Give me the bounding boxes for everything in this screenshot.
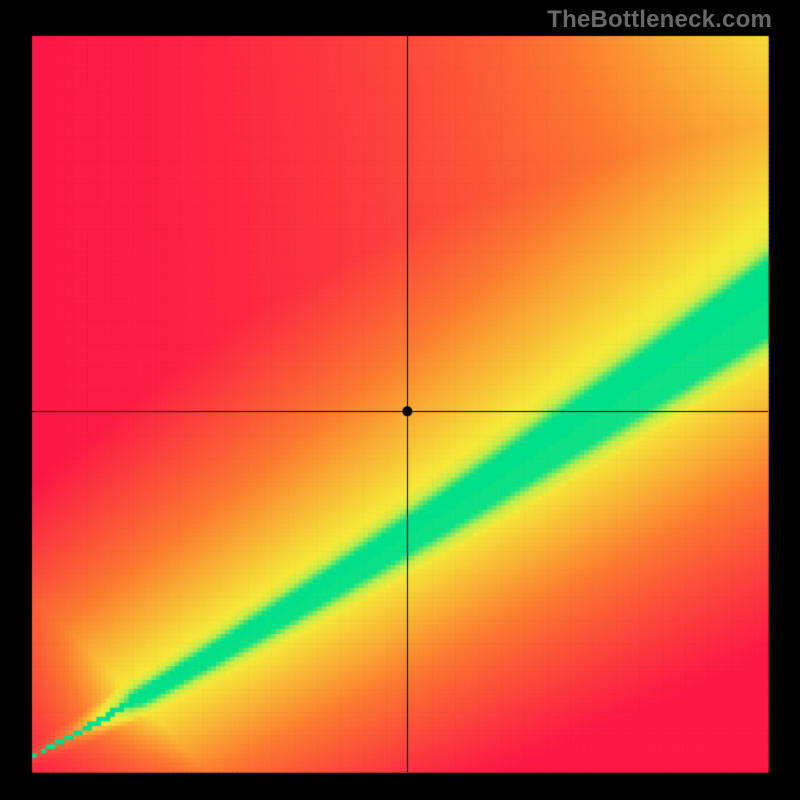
bottleneck-heatmap [0, 0, 800, 800]
chart-container: TheBottleneck.com [0, 0, 800, 800]
watermark-text: TheBottleneck.com [547, 6, 772, 34]
